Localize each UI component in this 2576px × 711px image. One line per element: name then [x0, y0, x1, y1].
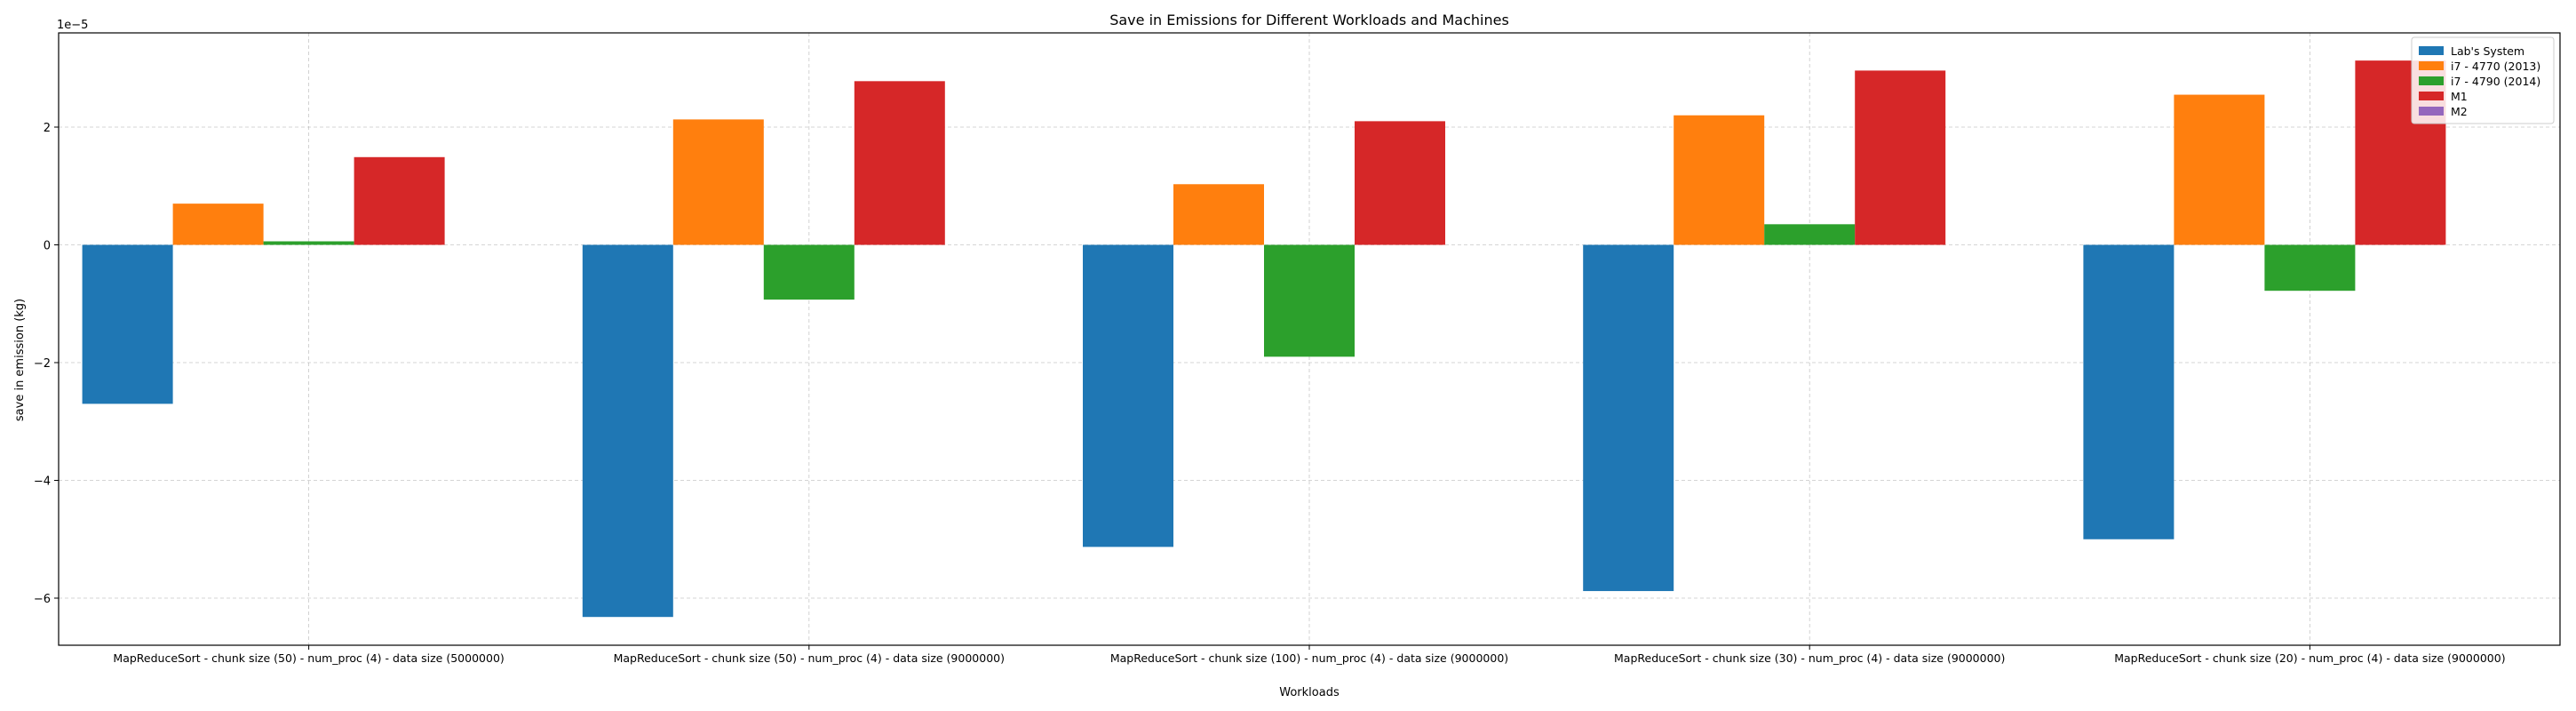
- legend-swatch: [2419, 46, 2444, 55]
- y-tick-label: 0: [44, 240, 51, 253]
- bar: [1764, 224, 1856, 245]
- legend-label: Lab's System: [2451, 44, 2524, 58]
- bar: [1355, 121, 1445, 245]
- legend-label: M1: [2451, 90, 2468, 103]
- grid-lines: [59, 33, 2560, 645]
- bar: [82, 244, 173, 404]
- legend-swatch: [2419, 107, 2444, 116]
- bar: [354, 156, 445, 245]
- legend-box: [2411, 36, 2555, 124]
- x-tick-label: MapReduceSort - chunk size (100) - num_p…: [1110, 651, 1508, 665]
- bar: [1583, 244, 1674, 592]
- bar: [2174, 94, 2265, 245]
- legend-swatch: [2419, 92, 2444, 100]
- bar: [2083, 244, 2174, 539]
- x-tick-label: MapReduceSort - chunk size (30) - num_pr…: [1614, 651, 2005, 665]
- bar: [763, 244, 855, 300]
- legend-label: M2: [2451, 105, 2468, 118]
- bar: [1173, 184, 1264, 245]
- y-tick-label: −6: [34, 593, 51, 606]
- bar: [854, 81, 945, 245]
- chart-title: Save in Emissions for Different Workload…: [1109, 12, 1509, 28]
- x-axis-label: Workloads: [1279, 686, 1340, 699]
- y-tick-label: −4: [34, 475, 51, 489]
- bar: [1264, 244, 1355, 357]
- x-tick-label: MapReduceSort - chunk size (50) - num_pr…: [113, 651, 504, 665]
- x-tick-label: MapReduceSort - chunk size (20) - num_pr…: [2114, 651, 2505, 665]
- bar: [1674, 115, 1765, 245]
- y-tick-label: 2: [44, 122, 51, 135]
- bar: [2264, 244, 2356, 292]
- legend-label: i7 - 4790 (2014): [2451, 75, 2540, 88]
- bar: [582, 244, 673, 618]
- y-axis-label: save in emission (kg): [13, 299, 27, 421]
- bar: [263, 241, 354, 245]
- x-tick-label: MapReduceSort - chunk size (50) - num_pr…: [614, 651, 1005, 665]
- y-axis-multiplier: 1e−5: [57, 19, 88, 32]
- bar: [672, 119, 764, 245]
- legend-swatch: [2419, 61, 2444, 70]
- bar: [172, 204, 264, 245]
- y-tick-label: −2: [34, 357, 51, 371]
- axis-ticks: −6 −4 −2 0 2 MapReduceSort - chunk size (50) …: [34, 122, 2506, 665]
- legend-swatch: [2419, 76, 2444, 85]
- legend-label: i7 - 4770 (2013): [2451, 60, 2540, 73]
- bar: [1855, 70, 1946, 245]
- bars: [82, 60, 2446, 618]
- legend: Lab's System i7 - 4770 (2013) i7 - 4790 (2…: [2411, 36, 2555, 124]
- bar: [1083, 244, 1173, 547]
